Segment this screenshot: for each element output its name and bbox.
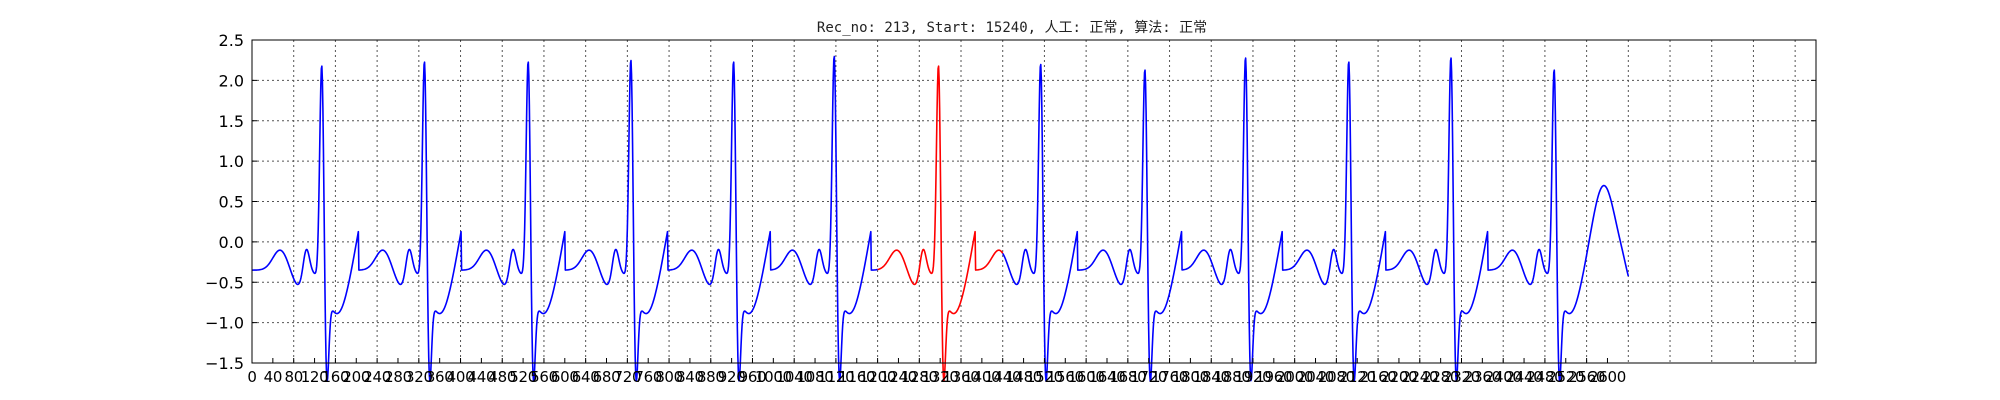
x-tick-label: 1880 xyxy=(1214,368,1251,386)
y-tick-label: 2.5 xyxy=(219,31,244,50)
x-axis: 0 40 8012016020024028032036040044048052056… xyxy=(247,358,1626,386)
x-tick-label: 440 xyxy=(468,368,496,386)
x-tick-label: 880 xyxy=(697,368,725,386)
y-tick-label: 1.0 xyxy=(219,152,244,171)
x-tick-label: 1160 xyxy=(838,368,875,386)
x-tick-label: 80 xyxy=(284,368,303,386)
x-tick-label: 800 xyxy=(655,368,683,386)
x-tick-label: 2080 xyxy=(1318,368,1355,386)
x-tick-label: 720 xyxy=(613,368,641,386)
x-tick-label: 240 xyxy=(363,368,391,386)
x-tick-label: 1960 xyxy=(1255,368,1292,386)
x-tick-label: 400 xyxy=(447,368,475,386)
x-tick-label: 2560 xyxy=(1568,368,1605,386)
x-tick-label: 200 xyxy=(342,368,370,386)
grid xyxy=(252,40,1816,363)
y-tick-label: 0.5 xyxy=(219,193,244,212)
x-tick-label: 280 xyxy=(384,368,412,386)
x-tick-label: 2000 xyxy=(1276,368,1313,386)
x-tick-label: 1840 xyxy=(1193,368,1230,386)
y-tick-label: −0.5 xyxy=(205,273,244,292)
x-tick-label: 2400 xyxy=(1485,368,1522,386)
x-tick-label: 1520 xyxy=(1026,368,1063,386)
x-tick-label: 2120 xyxy=(1339,368,1376,386)
y-tick-label: −1.0 xyxy=(205,314,244,333)
x-tick-label: 760 xyxy=(634,368,662,386)
x-tick-label: 360 xyxy=(426,368,454,386)
x-tick-label: 2480 xyxy=(1526,368,1563,386)
x-tick-label: 1360 xyxy=(943,368,980,386)
x-tick-label: 520 xyxy=(509,368,537,386)
x-tick-label: 2440 xyxy=(1506,368,1543,386)
y-tick-label: −1.5 xyxy=(205,354,244,373)
x-tick-label: 1200 xyxy=(859,368,896,386)
x-tick-label: 1440 xyxy=(984,368,1021,386)
x-tick-label: 40 xyxy=(264,368,283,386)
x-tick-label: 320 xyxy=(405,368,433,386)
x-tick-label: 1120 xyxy=(817,368,854,386)
x-tick-label: 1080 xyxy=(797,368,834,386)
x-tick-label: 120 xyxy=(301,368,329,386)
x-tick-label: 2360 xyxy=(1464,368,1501,386)
x-tick-label: 1000 xyxy=(755,368,792,386)
x-tick-label: 640 xyxy=(572,368,600,386)
signal-line xyxy=(251,55,878,382)
x-tick-label: 1720 xyxy=(1130,368,1167,386)
x-tick-label: 1400 xyxy=(963,368,1000,386)
chart-title: Rec_no: 213, Start: 15240, 人工: 正常, 算法: 正… xyxy=(817,20,1207,36)
x-tick-label: 1240 xyxy=(880,368,917,386)
x-tick-label: 1760 xyxy=(1151,368,1188,386)
x-tick-label: 1480 xyxy=(1005,368,1042,386)
x-tick-label: 2280 xyxy=(1422,368,1459,386)
x-tick-label: 560 xyxy=(530,368,558,386)
x-tick-label: 2320 xyxy=(1443,368,1480,386)
x-tick-label: 1280 xyxy=(901,368,938,386)
x-tick-label: 2200 xyxy=(1380,368,1417,386)
x-tick-label: 1040 xyxy=(776,368,813,386)
x-tick-label: 960 xyxy=(739,368,767,386)
x-tick-label: 680 xyxy=(593,368,621,386)
x-tick-label: 920 xyxy=(718,368,746,386)
x-tick-label: 2520 xyxy=(1547,368,1584,386)
y-axis: −1.5 −1.0 −0.5 0.0 0.5 1.0 1.5 2.0 2.5 xyxy=(205,31,1816,373)
y-tick-label: 0.0 xyxy=(219,233,244,252)
x-tick-label: 1600 xyxy=(1068,368,1105,386)
x-tick-label: 0 xyxy=(247,368,256,386)
x-tick-label: 2600 xyxy=(1589,368,1626,386)
highlighted-beat-line xyxy=(877,65,1004,382)
x-tick-label: 480 xyxy=(488,368,516,386)
x-tick-label: 1560 xyxy=(1047,368,1084,386)
x-tick-label: 2160 xyxy=(1360,368,1397,386)
x-tick-label: 2240 xyxy=(1401,368,1438,386)
y-tick-label: 1.5 xyxy=(219,112,244,131)
y-tick-label: 2.0 xyxy=(219,71,244,90)
x-tick-label: 1640 xyxy=(1088,368,1125,386)
x-tick-label: 1680 xyxy=(1109,368,1146,386)
x-tick-label: 1800 xyxy=(1172,368,1209,386)
x-tick-label: 2040 xyxy=(1297,368,1334,386)
x-tick-label: 160 xyxy=(322,368,350,386)
signal-line xyxy=(1002,57,1630,382)
signal-series xyxy=(251,55,1630,382)
x-tick-label: 600 xyxy=(551,368,579,386)
x-tick-label: 840 xyxy=(676,368,704,386)
x-tick-label: 1320 xyxy=(922,368,959,386)
x-tick-label: 1920 xyxy=(1234,368,1271,386)
